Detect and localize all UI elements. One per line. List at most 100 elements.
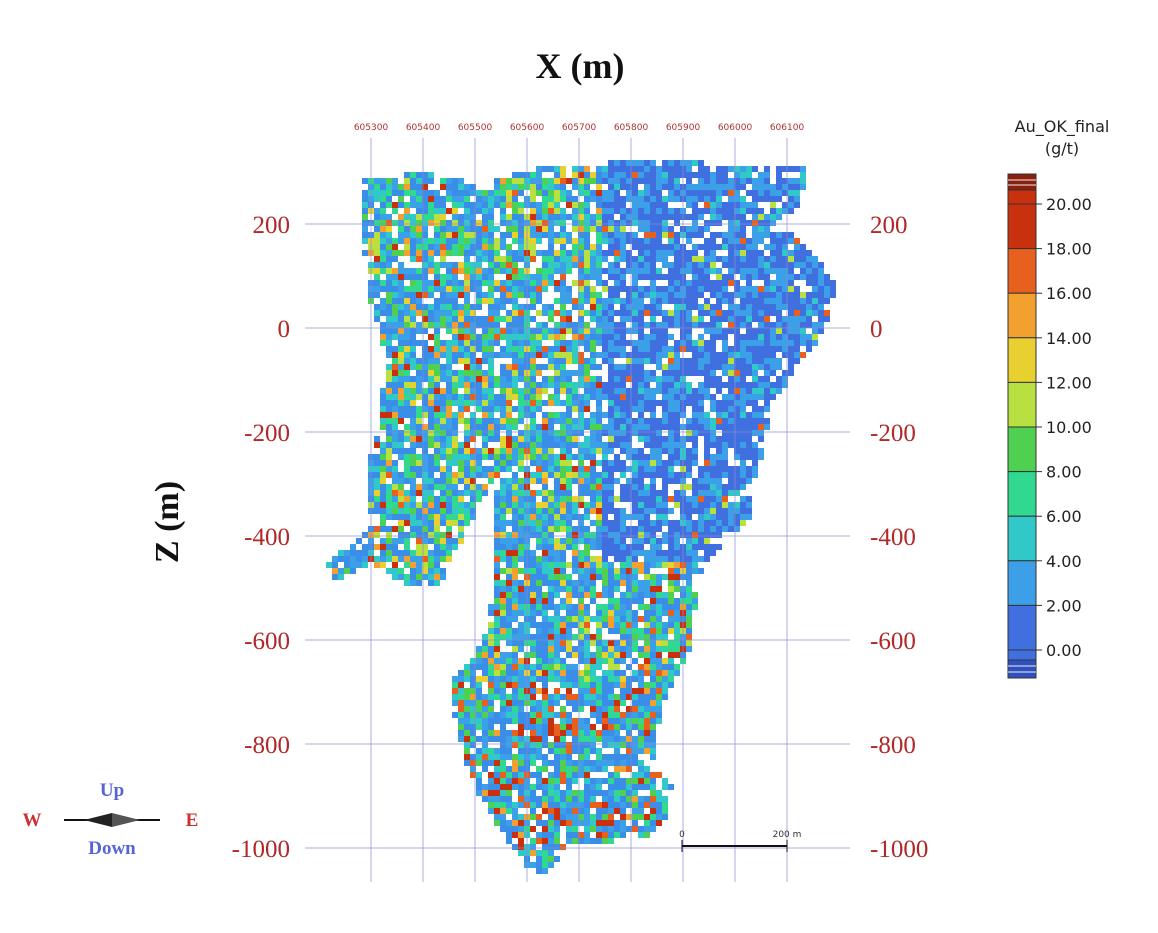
block [434, 484, 440, 490]
block [494, 658, 500, 664]
block [554, 352, 560, 358]
block [560, 562, 566, 568]
block [698, 160, 704, 166]
block [542, 388, 548, 394]
block [692, 184, 698, 190]
block [728, 250, 734, 256]
block [788, 334, 794, 340]
block [692, 316, 698, 322]
block [386, 406, 392, 412]
block [410, 256, 416, 262]
block [632, 388, 638, 394]
block [500, 664, 506, 670]
block [578, 460, 584, 466]
block [632, 526, 638, 532]
block [764, 172, 770, 178]
block [362, 238, 368, 244]
block [422, 190, 428, 196]
block [734, 418, 740, 424]
block [536, 310, 542, 316]
block [410, 406, 416, 412]
block [746, 508, 752, 514]
block [692, 604, 698, 610]
block [584, 616, 590, 622]
block [464, 442, 470, 448]
block [404, 334, 410, 340]
block [608, 520, 614, 526]
block [656, 322, 662, 328]
block [644, 736, 650, 742]
block [452, 196, 458, 202]
block [734, 292, 740, 298]
block [668, 454, 674, 460]
block [464, 256, 470, 262]
block [716, 310, 722, 316]
block [614, 202, 620, 208]
block [614, 268, 620, 274]
block [476, 190, 482, 196]
block [386, 292, 392, 298]
block [518, 484, 524, 490]
block [584, 340, 590, 346]
block [752, 298, 758, 304]
block [518, 526, 524, 532]
block [506, 370, 512, 376]
block [668, 268, 674, 274]
block [692, 406, 698, 412]
block [734, 232, 740, 238]
block [770, 358, 776, 364]
block [392, 430, 398, 436]
block [740, 520, 746, 526]
block [518, 760, 524, 766]
block [584, 334, 590, 340]
block [548, 196, 554, 202]
block [506, 664, 512, 670]
block [560, 646, 566, 652]
block [656, 214, 662, 220]
block [464, 736, 470, 742]
block [614, 208, 620, 214]
block [608, 160, 614, 166]
block [602, 202, 608, 208]
block [506, 556, 512, 562]
block [458, 736, 464, 742]
block [596, 442, 602, 448]
block [512, 544, 518, 550]
block [488, 706, 494, 712]
block [434, 244, 440, 250]
block [656, 346, 662, 352]
block [596, 520, 602, 526]
block [644, 244, 650, 250]
block [482, 400, 488, 406]
block [380, 442, 386, 448]
block [632, 676, 638, 682]
block [716, 376, 722, 382]
block [638, 202, 644, 208]
block [668, 418, 674, 424]
block [662, 574, 668, 580]
block [698, 268, 704, 274]
block [398, 328, 404, 334]
block [434, 328, 440, 334]
block [644, 268, 650, 274]
block [668, 580, 674, 586]
block [596, 532, 602, 538]
block [440, 406, 446, 412]
block [632, 274, 638, 280]
block [800, 292, 806, 298]
block [734, 208, 740, 214]
block [518, 766, 524, 772]
block [584, 700, 590, 706]
block [446, 550, 452, 556]
block [596, 196, 602, 202]
block [572, 184, 578, 190]
block [602, 352, 608, 358]
block [740, 322, 746, 328]
block [740, 310, 746, 316]
block [446, 412, 452, 418]
block [500, 280, 506, 286]
block [572, 550, 578, 556]
block [770, 310, 776, 316]
block [566, 604, 572, 610]
block [560, 622, 566, 628]
